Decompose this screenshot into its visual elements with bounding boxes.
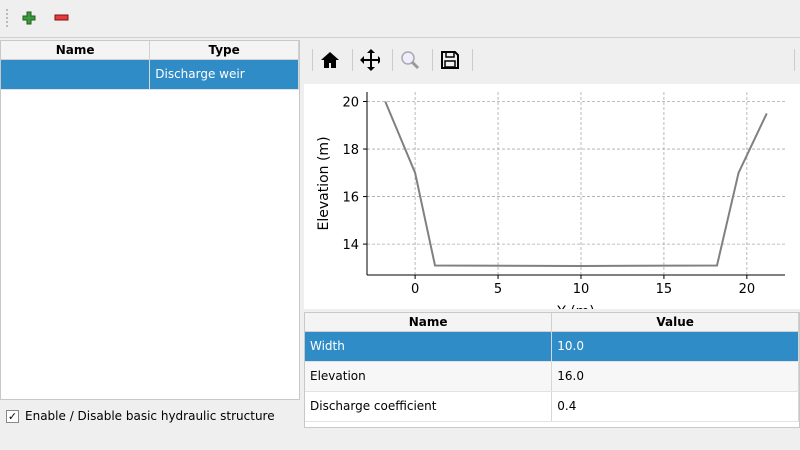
x-tick-label: 20 — [739, 282, 756, 297]
checkbox-label: Enable / Disable basic hydraulic structu… — [25, 409, 275, 423]
minus-icon[interactable] — [52, 8, 72, 28]
x-axis-label: Y (m) — [556, 304, 595, 309]
plot-toolbar — [310, 44, 800, 76]
properties-table: Name Value Width 10.0 Elevation 16.0 Discha… — [304, 312, 800, 428]
save-icon[interactable] — [440, 50, 460, 70]
property-name-cell: Elevation — [305, 361, 553, 392]
checkbox-mark[interactable]: ✓ — [6, 409, 19, 423]
structure-name-cell[interactable] — [1, 59, 151, 90]
pan-icon[interactable] — [360, 49, 380, 71]
column-header-name[interactable]: Name — [305, 313, 553, 332]
series-line — [384, 101, 768, 267]
main-toolbar — [0, 0, 800, 38]
y-tick-label: 16 — [342, 191, 359, 206]
y-tick-label: 20 — [342, 96, 359, 111]
property-value-cell[interactable]: 16.0 — [551, 361, 799, 392]
cross-section-plot[interactable]: 0 5 10 15 20 14 16 18 20 Elevation (m) Y (m) — [304, 84, 800, 320]
table-row[interactable]: Width 10.0 — [305, 331, 799, 362]
property-value-cell[interactable]: 10.0 — [551, 331, 799, 362]
x-tick-label: 0 — [411, 282, 419, 297]
y-tick-label: 14 — [342, 238, 359, 253]
structures-table: Name Type Discharge weir — [0, 40, 300, 400]
x-tick-label: 15 — [656, 282, 673, 297]
enable-structure-checkbox[interactable]: ✓ Enable / Disable basic hydraulic struc… — [6, 409, 275, 423]
table-row[interactable]: Discharge coefficient 0.4 — [305, 391, 799, 422]
structure-type-cell[interactable]: Discharge weir — [149, 59, 299, 90]
toolbar-grip[interactable] — [6, 9, 9, 27]
y-axis-label: Elevation (m) — [316, 136, 332, 230]
column-header-type[interactable]: Type — [149, 41, 299, 60]
y-tick-label: 18 — [342, 143, 359, 158]
x-tick-label: 10 — [573, 282, 590, 297]
property-name-cell: Width — [305, 331, 553, 362]
property-name-cell: Discharge coefficient — [305, 391, 553, 422]
zoom-icon[interactable] — [400, 50, 420, 70]
chart-svg: 0 5 10 15 20 14 16 18 20 Elevation (m) Y (m) — [316, 92, 785, 320]
column-header-name[interactable]: Name — [1, 41, 151, 60]
plus-icon[interactable] — [19, 8, 39, 28]
table-row[interactable]: Elevation 16.0 — [305, 361, 799, 392]
column-header-value[interactable]: Value — [551, 313, 799, 332]
property-value-cell[interactable]: 0.4 — [551, 391, 799, 422]
x-tick-label: 5 — [494, 282, 502, 297]
home-icon[interactable] — [320, 50, 340, 70]
table-row[interactable]: Discharge weir — [1, 59, 299, 90]
